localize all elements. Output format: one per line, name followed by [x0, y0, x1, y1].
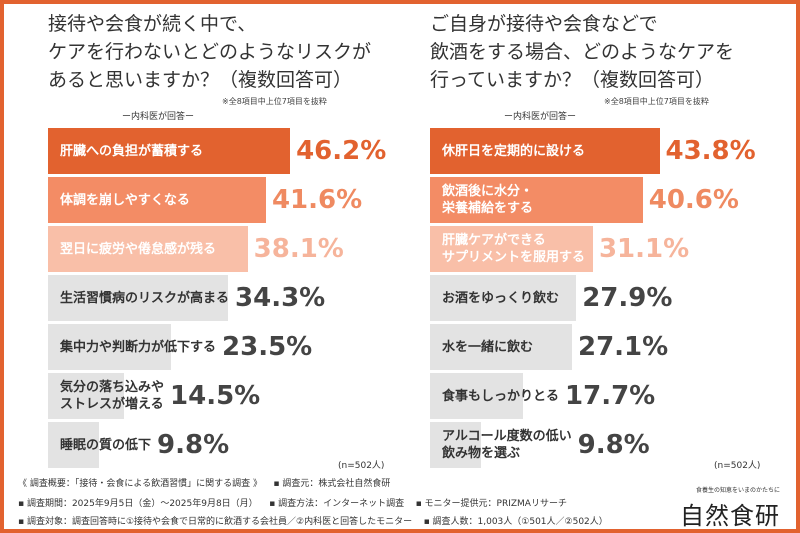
bar-label: 生活習慣病のリスクが高まる: [60, 290, 230, 306]
bar: [48, 128, 291, 174]
survey-method: ▪ 調査方法：インターネット調査: [269, 499, 405, 509]
value-label: 43.8%: [665, 136, 756, 166]
value-label: 34.3%: [235, 283, 326, 313]
survey-target: ▪ 調査対象：調査回答時に①接待や会食で日常的に飲酒する会社員／②内科医と回答し…: [18, 517, 413, 527]
chart-note: ※全8項目中上位7項目を抜粋: [604, 97, 709, 106]
respondents-label: ー内科医が回答ー: [504, 112, 577, 122]
value-label: 9.8%: [157, 430, 230, 460]
survey-overview: 《 調査概要：「接待・会食による飲酒習慣」に関する調査 》: [18, 479, 262, 489]
chart-title: ご自身が接待や会食などで 飲酒をする場合、どのようなケアを 行っていますか？（複…: [430, 13, 735, 91]
bar: [430, 177, 643, 223]
bar-label: 肝臓ケアができる サプリメントを服用する: [442, 233, 586, 265]
value-label: 38.1%: [253, 234, 344, 264]
value-label: 17.7%: [565, 381, 656, 411]
value-label: 31.1%: [598, 234, 690, 264]
chart-title: 接待や会食が続く中で、 ケアを行わないとどのようなリスクが あると思いますか？（…: [48, 13, 372, 91]
brand-logo: 自然食研: [680, 502, 780, 530]
value-label: 40.6%: [648, 185, 739, 215]
bar-label: 体調を崩しやすくなる: [60, 192, 190, 208]
bar: [430, 128, 660, 174]
value-label: 27.1%: [578, 332, 669, 362]
bar-label: アルコール度数の低い 飲み物を選ぶ: [442, 429, 572, 461]
footer-line-1: 《 調査概要：「接待・会食による飲酒習慣」に関する調査 》 ▪ 調査元：株式会社…: [18, 476, 390, 489]
footer-line-3: ▪ 調査対象：調査回答時に①接待や会食で日常的に飲酒する会社員／②内科医と回答し…: [18, 514, 608, 527]
bar: [48, 226, 248, 272]
respondents-label: ー内科医が回答ー: [122, 112, 195, 122]
bar: [48, 275, 228, 321]
value-label: 9.8%: [577, 430, 650, 460]
bar: [430, 422, 482, 468]
value-label: 23.5%: [222, 332, 313, 362]
right-chart: ご自身が接待や会食などで 飲酒をする場合、どのようなケアを 行っていますか？（複…: [414, 0, 784, 471]
bar-label: お酒をゆっくり飲む: [442, 290, 560, 306]
bar: [48, 373, 124, 419]
chart-note: ※全8項目中上位7項目を抜粋: [222, 97, 327, 106]
bar: [48, 422, 100, 468]
bar-label: 翌日に疲労や倦怠感が残る: [60, 241, 217, 257]
value-label: 46.2%: [296, 136, 387, 166]
value-label: 14.5%: [170, 381, 261, 411]
bar-label: 飲酒後に水分・ 栄養補給をする: [442, 184, 534, 216]
bar: [48, 177, 266, 223]
value-label: 41.6%: [271, 185, 363, 215]
bar-label: 肝臓への負担が蓄積する: [60, 143, 204, 159]
survey-count: ▪ 調査人数：1,003人（①501人／②502人）: [423, 517, 608, 527]
bar-label: 休肝日を定期的に設ける: [442, 143, 586, 159]
value-label: 27.9%: [582, 283, 673, 313]
footer-line-2: ▪ 調査期間：2025年9月5日（金）～2025年9月8日（月） ▪ 調査方法：…: [18, 496, 567, 509]
survey-source: ▪ 調査元：株式会社自然食研: [273, 479, 391, 489]
bar: [430, 373, 523, 419]
bar-label: 睡眠の質の低下: [60, 437, 152, 453]
bar: [48, 324, 172, 370]
bar: [430, 324, 572, 370]
monitor-provider: ▪ モニター提供元：PRIZMAリサーチ: [415, 499, 567, 509]
brand-tagline: 食養生の知恵をいまのかたちに: [695, 487, 780, 494]
bar-label: 気分の落ち込みや ストレスが増える: [60, 380, 165, 412]
bar-label: 食事もしっかりとる: [442, 388, 560, 404]
bar: [430, 226, 593, 272]
bar: [430, 275, 577, 321]
bar-label: 集中力や判断力が低下する: [60, 339, 217, 355]
survey-period: ▪ 調査期間：2025年9月5日（金）～2025年9月8日（月）: [18, 499, 258, 509]
sample-size: (n=502人): [714, 461, 761, 471]
bar-label: 水を一緒に飲む: [442, 339, 534, 355]
left-chart: 接待や会食が続く中で、 ケアを行わないとどのようなリスクが あると思いますか？（…: [32, 0, 402, 471]
sample-size: (n=502人): [338, 461, 385, 471]
